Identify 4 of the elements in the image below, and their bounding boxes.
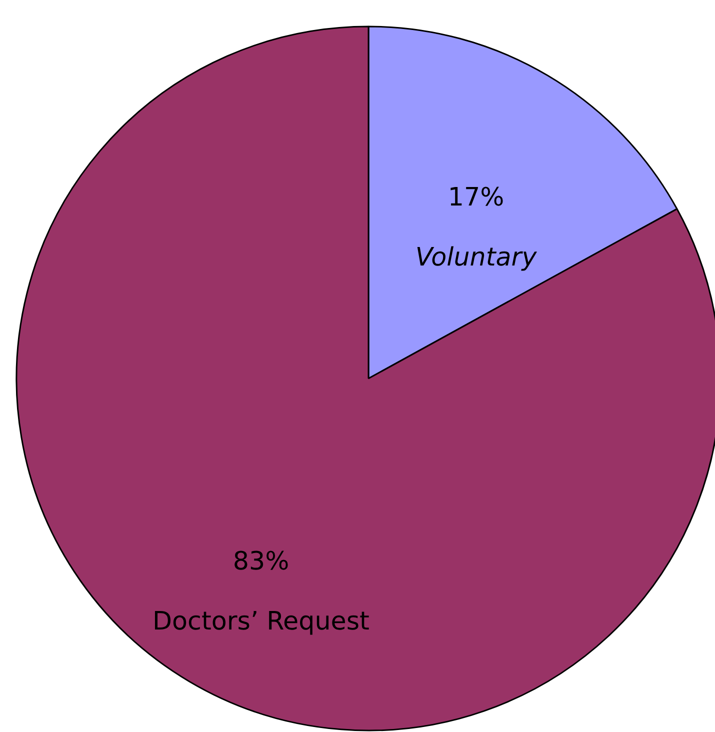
data-label: 17%: [448, 182, 504, 212]
data-label: 83%: [232, 545, 290, 576]
slice-label: Doctors’ Request: [152, 605, 370, 636]
slice-label: Voluntary: [415, 242, 538, 272]
